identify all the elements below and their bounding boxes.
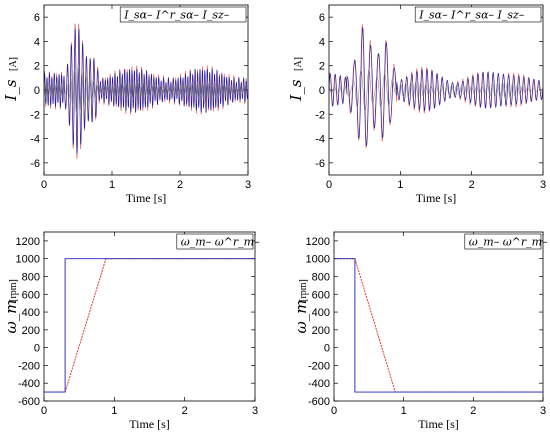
legend-text: ω_m– ω^r_m–	[181, 236, 260, 249]
y-tick-label: -4	[30, 134, 40, 146]
y-tick-label: -2	[30, 109, 40, 121]
y-axis-unit: [A]	[8, 57, 19, 71]
plot-data	[334, 258, 543, 393]
x-tick-label: 2	[182, 405, 188, 417]
y-axis-unit: [A]	[293, 57, 304, 71]
y-tick-label: 0	[34, 85, 40, 97]
series-line-isz	[329, 69, 543, 112]
y-tick-label: 0	[319, 85, 325, 97]
y-tick-label: 200	[312, 325, 330, 337]
y-tick-label: 2	[34, 61, 40, 73]
panel-top-right: 0 1 2 3 -6 -4 -2 0 2 4 6 Time [s] I_s [A] I_sα– I^r_sα…	[287, 4, 546, 205]
series-line-isalpha	[329, 27, 543, 147]
plot-frame	[328, 4, 544, 176]
y-tick-label: 2	[319, 61, 325, 73]
plot-frame	[333, 231, 544, 402]
y-tick-label: 200	[22, 325, 40, 337]
y-tick-label: 600	[22, 289, 40, 301]
x-tick-label: 3	[245, 179, 251, 191]
y-tick-label: -6	[30, 158, 40, 170]
legend-box	[464, 233, 542, 250]
series-line-isz	[44, 65, 248, 115]
y-tick-label: 600	[312, 289, 330, 301]
x-tick-label: 0	[331, 405, 337, 417]
plot-data	[44, 258, 255, 393]
legend-text: I_sα– I^r_sα– I_sz–	[123, 9, 230, 22]
x-tick-label: 1	[109, 179, 115, 191]
x-axis-title: Time [s]	[126, 191, 167, 205]
x-tick-label: 2	[177, 179, 183, 191]
y-tick-label: 1200	[16, 236, 40, 248]
series-line	[334, 258, 543, 393]
x-tick-label: 0	[41, 405, 47, 417]
y-tick-label: 400	[312, 307, 330, 319]
plot-frame	[43, 231, 256, 402]
x-tick-label: 3	[540, 179, 546, 191]
series-line	[44, 258, 255, 393]
plot-frame	[43, 4, 249, 176]
y-axis-unit: [rpm]	[8, 279, 19, 302]
y-tick-label: -400	[308, 378, 330, 390]
y-tick-label: -200	[308, 360, 330, 372]
panel-bottom-left: 0 1 2 3 -600 -400 -200 0 200 400 600 800 1000 1200 Tim…	[2, 231, 260, 431]
y-tick-label: 1000	[306, 254, 330, 266]
panel-top-left: 0 1 2 3 -6 -4 -2 0 2 4 6 Time [s] I_s [A] I_sα– I^r_sα…	[2, 4, 251, 205]
x-tick-label: 3	[540, 405, 546, 417]
y-tick-label: -6	[315, 158, 325, 170]
legend-box	[119, 6, 247, 23]
y-tick-label: 4	[319, 36, 325, 48]
plot-area	[44, 232, 255, 401]
y-axis-title: ω_m	[2, 300, 20, 334]
x-tick-label: 0	[326, 179, 332, 191]
y-tick-label: 6	[319, 12, 325, 24]
x-tick-label: 1	[111, 405, 117, 417]
y-tick-label: 800	[312, 271, 330, 283]
y-tick-label: 0	[34, 343, 40, 355]
plot-data	[44, 23, 248, 160]
y-tick-label: 1000	[16, 254, 40, 266]
x-tick-label: 0	[41, 179, 47, 191]
x-tick-label: 2	[470, 405, 476, 417]
panel-bottom-right: 0 1 2 3 -600 -400 -200 0 200 400 600 800 1000 1200 Tim…	[292, 231, 548, 431]
y-tick-label: -600	[308, 396, 330, 408]
y-tick-label: 0	[324, 343, 330, 355]
plot-area	[334, 232, 543, 401]
y-axis-unit: [rpm]	[298, 279, 309, 302]
x-tick-label: 2	[469, 179, 475, 191]
x-tick-label: 3	[252, 405, 258, 417]
y-tick-label: -600	[18, 396, 40, 408]
legend-box	[414, 6, 542, 23]
y-tick-label: 4	[34, 36, 40, 48]
y-axis-title: ω_m	[292, 300, 310, 334]
y-tick-label: -200	[18, 360, 40, 372]
x-axis-title: Time [s]	[416, 191, 457, 205]
x-axis-title: Time [s]	[418, 417, 459, 431]
legend-text: ω_m– ω^r_m–	[469, 236, 548, 249]
y-tick-label: -400	[18, 378, 40, 390]
plot-data	[329, 23, 543, 149]
y-tick-label: 1200	[306, 236, 330, 248]
y-tick-label: -4	[315, 134, 325, 146]
legend-box	[176, 233, 254, 250]
y-tick-label: -2	[315, 109, 325, 121]
x-tick-label: 1	[397, 179, 403, 191]
y-axis-title: I_s	[2, 79, 20, 101]
y-tick-label: 800	[22, 271, 40, 283]
y-tick-label: 400	[22, 307, 40, 319]
x-tick-label: 1	[401, 405, 407, 417]
y-tick-label: 6	[34, 12, 40, 24]
x-axis-title: Time [s]	[129, 417, 170, 431]
legend-text: I_sα– I^r_sα– I_sz–	[418, 9, 525, 22]
y-axis-title: I_s	[287, 79, 305, 101]
